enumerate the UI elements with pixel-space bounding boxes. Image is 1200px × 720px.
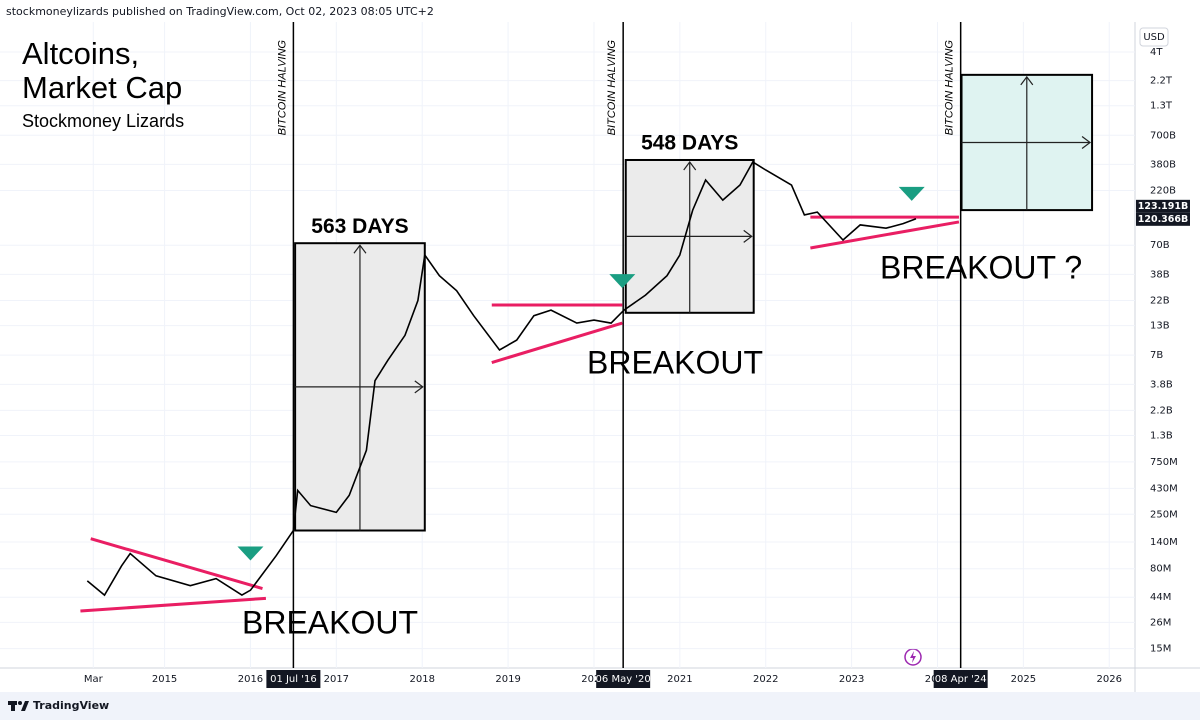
last-value-bg xyxy=(1136,199,1190,213)
x-tick-label: 2025 xyxy=(1011,674,1036,685)
halving-label: BITCOIN HALVING xyxy=(944,40,956,136)
box-arrowhead-v xyxy=(683,160,697,171)
y-tick-label: 13B xyxy=(1150,321,1170,332)
y-tick-label: 3.8B xyxy=(1150,379,1173,390)
x-tick-label: 2019 xyxy=(495,674,520,685)
box-arrowhead-h xyxy=(1081,135,1092,149)
y-tick-label: 380B xyxy=(1150,159,1176,170)
y-tick-label: 220B xyxy=(1150,186,1176,197)
y-tick-label: 750M xyxy=(1150,457,1178,468)
y-tick-label: 700B xyxy=(1150,130,1176,141)
price-line xyxy=(86,160,917,597)
last-value-label: 120.366B xyxy=(1138,214,1189,225)
box-arrowhead-v xyxy=(1020,75,1034,86)
trendline xyxy=(810,220,960,250)
y-tick-label: 15M xyxy=(1150,644,1171,655)
box-arrowhead-v xyxy=(353,244,367,254)
breakout-label: BREAKOUT xyxy=(587,344,763,380)
breakout-label: BREAKOUT ? xyxy=(880,249,1082,285)
y-tick-label: 250M xyxy=(1150,509,1178,520)
halving-date-bg xyxy=(266,670,321,688)
y-tick-label: 38B xyxy=(1150,269,1170,280)
signal-triangle xyxy=(898,186,925,201)
x-tick-label: 2017 xyxy=(324,674,349,685)
x-tick-label: 2026 xyxy=(1097,674,1122,685)
y-tick-label: 1.3B xyxy=(1150,431,1173,442)
trendline xyxy=(80,596,267,613)
y-tick-label: 2.2T xyxy=(1150,76,1173,87)
last-value-bg xyxy=(1136,212,1190,226)
y-tick-label: 44M xyxy=(1150,592,1171,603)
y-tick-label: 140M xyxy=(1150,537,1178,548)
signal-triangle xyxy=(237,546,264,561)
y-tick-label: 80M xyxy=(1150,564,1171,575)
halving-date-bg xyxy=(933,670,988,688)
plot-area xyxy=(0,22,1135,668)
chart-title: Altcoins, xyxy=(22,36,139,71)
x-tick-label: 2016 xyxy=(238,674,263,685)
y-tick-label: 2.2B xyxy=(1150,405,1173,416)
halving-label: BITCOIN HALVING xyxy=(606,40,618,136)
y-tick-label: 70B xyxy=(1150,240,1170,251)
halving-date-label: 06 May '20 xyxy=(596,674,651,685)
halving-label: BITCOIN HALVING xyxy=(276,40,288,136)
trendline xyxy=(90,537,263,590)
tradingview-logo xyxy=(8,701,29,711)
box-arrowhead-h xyxy=(743,229,753,243)
publish-header: stockmoneylizards published on TradingVi… xyxy=(6,5,434,18)
x-tick-label: 2022 xyxy=(753,674,778,685)
signal-triangle xyxy=(609,274,636,289)
y-tick-label: 1.3T xyxy=(1150,101,1173,112)
halving-date-bg xyxy=(596,670,651,688)
currency-button[interactable] xyxy=(1139,27,1169,47)
x-tick-label: 2018 xyxy=(409,674,434,685)
last-value-label: 123.191B xyxy=(1138,201,1189,212)
halving-date-label: 01 Jul '16 xyxy=(270,674,317,685)
x-tick-label: 2015 xyxy=(152,674,177,685)
box-label: 548 DAYS xyxy=(641,132,738,155)
chart-title: Market Cap xyxy=(22,70,182,105)
y-tick-label: 430M xyxy=(1150,483,1178,494)
x-tick-label: 2020 xyxy=(581,674,606,685)
x-tick-label: 2023 xyxy=(839,674,864,685)
breakout-label: BREAKOUT xyxy=(242,604,418,640)
y-tick-label: 4T xyxy=(1150,47,1163,58)
chart-subtitle: Stockmoney Lizards xyxy=(22,111,184,131)
y-tick-label: 7B xyxy=(1150,350,1163,361)
x-tick-label: 2021 xyxy=(667,674,692,685)
x-tick-label: Mar xyxy=(84,674,104,685)
y-tick-label: 26M xyxy=(1150,617,1171,628)
trendline xyxy=(491,321,623,364)
box-label: 563 DAYS xyxy=(311,215,408,238)
footer-bar xyxy=(0,692,1200,720)
footer-brand: TradingView xyxy=(33,699,109,712)
y-tick-label: 22B xyxy=(1150,295,1170,306)
box-arrowhead-h xyxy=(414,380,424,394)
halving-date-label: 08 Apr '24 xyxy=(935,674,987,685)
currency-label: USD xyxy=(1143,32,1165,43)
